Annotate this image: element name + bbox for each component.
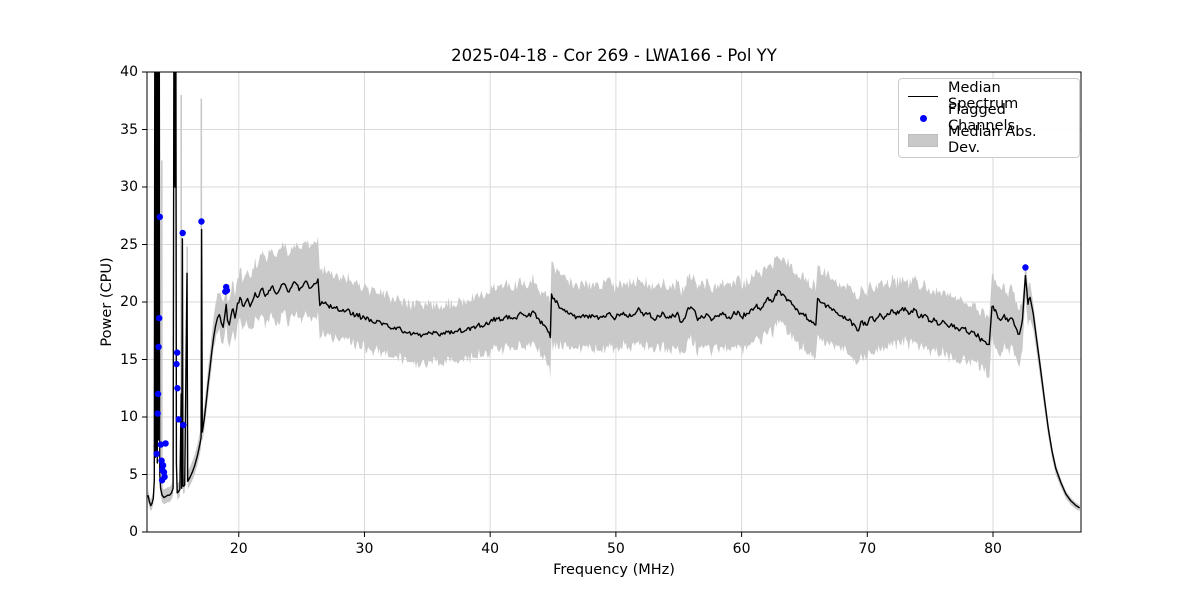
- legend-item-median-spectrum: Median Spectrum: [908, 80, 1070, 112]
- flagged-channel-marker: [174, 385, 181, 392]
- y-tick-label: 15: [120, 351, 138, 368]
- legend-label-flagged-channels: Flagged Channels: [948, 102, 1016, 134]
- flagged-channel-marker: [173, 360, 180, 368]
- flagged-channel-marker: [175, 416, 182, 423]
- chart-title: 2025-04-18 - Cor 269 - LWA166 - Pol YY: [451, 46, 777, 65]
- flagged-channel-markers: [153, 213, 1029, 484]
- legend-label-mad: Median Abs. Dev.: [948, 124, 1037, 156]
- flagged-channel-marker: [1022, 264, 1029, 271]
- flagged-channel-marker: [153, 450, 160, 457]
- mad-band-swatch-icon: [908, 133, 938, 147]
- flagged-channel-marker: [158, 477, 166, 484]
- flagged-channel-marker: [180, 421, 187, 429]
- y-tick-label: 5: [129, 466, 138, 483]
- median-line-swatch-icon: [908, 95, 938, 97]
- x-tick-label: 40: [481, 541, 500, 557]
- legend: Median Spectrum Flagged Channels Median …: [898, 78, 1080, 158]
- x-tick-label: 80: [984, 541, 1002, 557]
- y-tick-label: 30: [120, 179, 138, 195]
- x-tick-label: 70: [858, 541, 877, 557]
- x-tick-label: 50: [606, 541, 625, 557]
- legend-item-mad: Median Abs. Dev.: [908, 124, 1070, 156]
- flagged-channel-marker: [179, 229, 186, 237]
- y-tick-label: 10: [120, 409, 138, 425]
- tick-marks: [142, 71, 994, 537]
- mad-band: [148, 72, 1080, 512]
- legend-label-median-spectrum: Median Spectrum: [948, 80, 1019, 112]
- y-tick-label: 35: [120, 121, 138, 138]
- x-tick-label: 20: [229, 541, 248, 557]
- flagged-channel-marker: [156, 213, 164, 221]
- y-tick-label: 20: [120, 294, 138, 310]
- x-axis-label: Frequency (MHz): [553, 562, 675, 578]
- y-tick-label: 0: [129, 524, 138, 540]
- flagged-marker-swatch-icon: [908, 114, 938, 122]
- x-tick-label: 30: [355, 541, 374, 557]
- flagged-channel-marker: [173, 349, 181, 356]
- y-tick-label: 40: [120, 64, 138, 80]
- flagged-channel-marker: [198, 218, 205, 225]
- median-spectrum-line: [147, 72, 1081, 509]
- flagged-channel-marker: [155, 314, 163, 322]
- y-tick-label: 25: [120, 236, 138, 253]
- flagged-channel-marker: [154, 410, 161, 417]
- flagged-channel-marker: [154, 390, 162, 398]
- flagged-channel-marker: [162, 440, 169, 447]
- flagged-channel-marker: [223, 287, 231, 294]
- flagged-channel-marker: [155, 343, 162, 351]
- legend-item-flagged-channels: Flagged Channels: [908, 102, 1070, 134]
- x-tick-label: 60: [732, 541, 751, 557]
- flagged-channel-marker: [157, 441, 165, 448]
